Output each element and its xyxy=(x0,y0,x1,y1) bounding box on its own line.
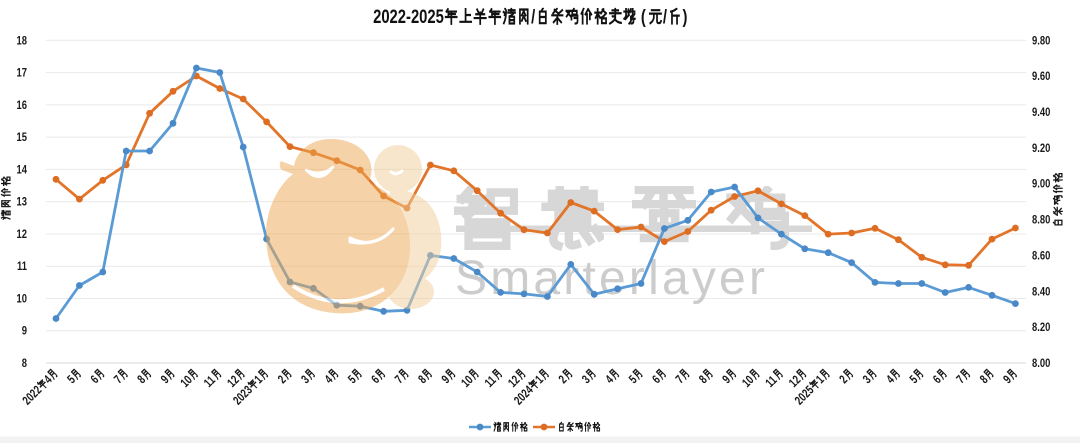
svg-text:14: 14 xyxy=(17,164,28,177)
svg-text:2022-2025: 2022-2025 xyxy=(373,6,444,27)
svg-text:9.40: 9.40 xyxy=(1032,106,1050,119)
svg-text:): ) xyxy=(683,6,688,27)
svg-text:9.00: 9.00 xyxy=(1032,178,1050,191)
svg-text:9.60: 9.60 xyxy=(1032,70,1050,83)
svg-text:8.20: 8.20 xyxy=(1032,321,1050,334)
svg-text:11: 11 xyxy=(17,260,27,273)
svg-text:/: / xyxy=(663,6,667,27)
svg-text:8.60: 8.60 xyxy=(1032,250,1050,263)
svg-text:9: 9 xyxy=(22,325,27,338)
svg-text:13: 13 xyxy=(17,196,28,209)
svg-text:Smarterlayer: Smarterlayer xyxy=(455,252,768,305)
svg-text:8.00: 8.00 xyxy=(1032,357,1050,370)
svg-text:8.80: 8.80 xyxy=(1032,214,1050,227)
svg-text:17: 17 xyxy=(17,67,28,80)
svg-text:15: 15 xyxy=(17,131,28,144)
svg-text:12: 12 xyxy=(17,228,28,241)
svg-text:(: ( xyxy=(641,6,646,27)
svg-text:10: 10 xyxy=(17,293,28,306)
svg-text:16: 16 xyxy=(17,99,28,112)
svg-text:8.40: 8.40 xyxy=(1032,285,1050,298)
svg-text:9.20: 9.20 xyxy=(1032,142,1050,155)
svg-text:18: 18 xyxy=(17,34,28,47)
svg-text:9.80: 9.80 xyxy=(1032,34,1050,47)
svg-text:/: / xyxy=(531,6,535,27)
svg-text:8: 8 xyxy=(22,357,27,370)
